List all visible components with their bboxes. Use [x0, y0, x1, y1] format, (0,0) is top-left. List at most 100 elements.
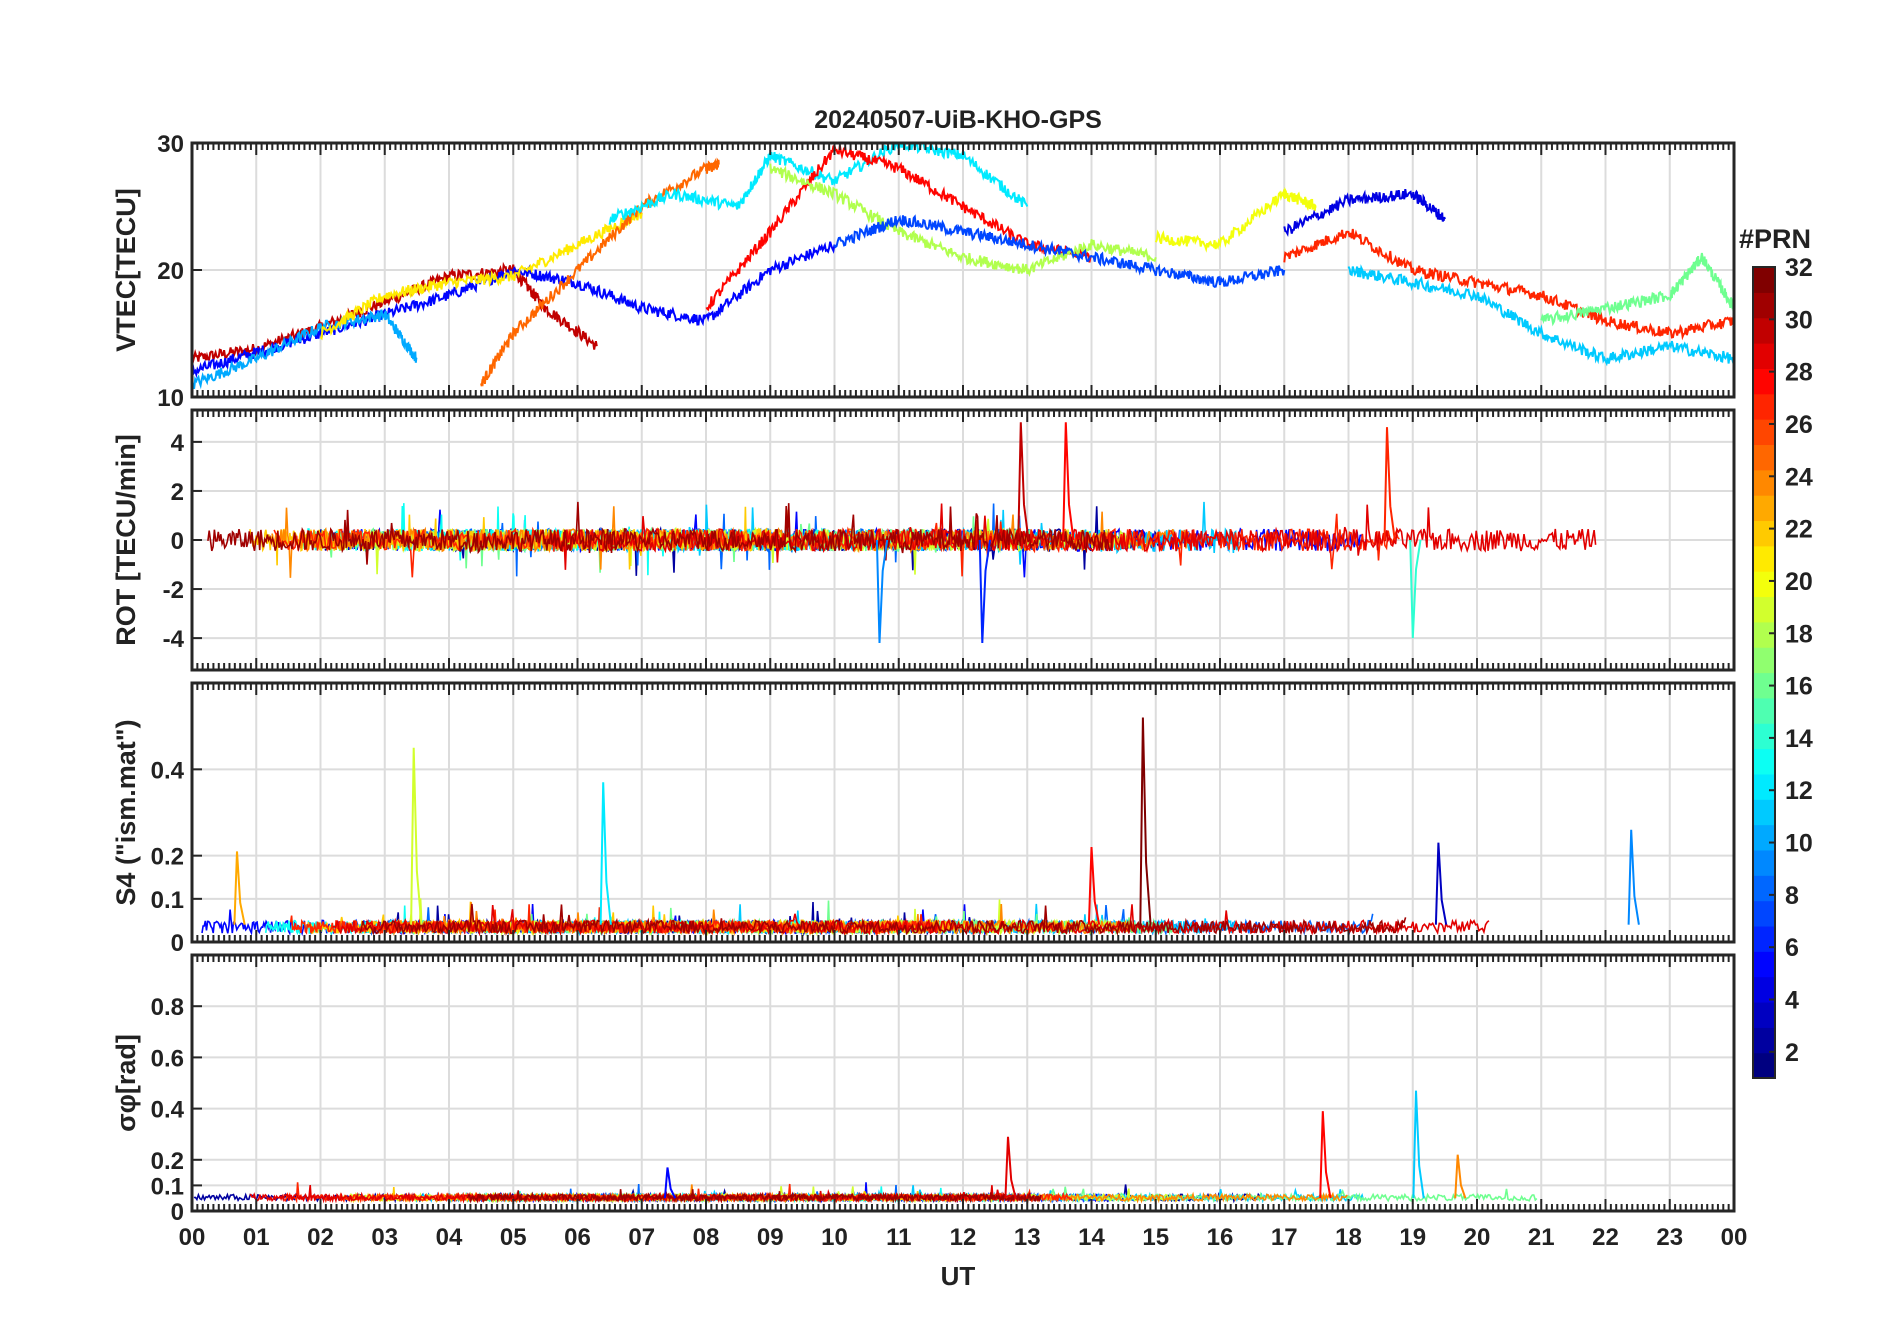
- colorbar-tick-label: 16: [1785, 673, 1813, 701]
- s4-trace-prn29: [332, 904, 1490, 937]
- vtec-y-axis-label: VTEC[TECU]: [111, 188, 141, 352]
- x-tick-labels: 00 01 02 03 04 05 06 07 08 09 10 11 12 13 14 15 16 17 18 19…: [179, 1224, 1748, 1251]
- x-tick-label: 13: [1014, 1224, 1041, 1251]
- colorbar-segment: [1753, 1027, 1775, 1054]
- colorbar-segment: [1753, 799, 1775, 826]
- colorbar-segment: [1753, 495, 1775, 522]
- colorbar-tick-label: 28: [1785, 359, 1813, 387]
- x-tick-label: 08: [693, 1224, 720, 1251]
- x-tick-label: 11: [886, 1224, 911, 1251]
- x-tick-label: 18: [1335, 1224, 1362, 1251]
- panel-rot: -4 -2 0 2 4 ROT [TECU/min]: [111, 408, 1736, 672]
- sigma_phi-y-tick-label: 0.4: [151, 1097, 185, 1124]
- rot-series: [207, 422, 1597, 644]
- colorbar-segment: [1753, 393, 1775, 420]
- x-tick-label: 12: [950, 1224, 977, 1251]
- colorbar-tick-label: 2: [1785, 1039, 1799, 1067]
- x-tick-label: 14: [1078, 1224, 1105, 1251]
- colorbar-segment: [1753, 520, 1775, 547]
- vtec-y-tick-label: 20: [157, 258, 184, 285]
- sigma_phi-y-tick-label: 0.1: [151, 1173, 184, 1200]
- x-tick-label: 15: [1142, 1224, 1169, 1251]
- colorbar-segment: [1753, 951, 1775, 978]
- colorbar-segment: [1753, 647, 1775, 674]
- colorbar-segment: [1753, 672, 1775, 699]
- x-axis-label: UT: [941, 1261, 976, 1291]
- figure-title: 20240507-UiB-KHO-GPS: [814, 106, 1102, 134]
- vtec-series: [192, 143, 1734, 390]
- s4-peak: [233, 851, 246, 925]
- panel-sigma_phi: 00.10.2 0.4 0.6 0.8 σφ[rad]: [111, 953, 1736, 1226]
- colorbar-tick-label: 8: [1785, 882, 1799, 910]
- sigma_phi-peak: [1412, 1090, 1425, 1199]
- rot-trace-prn31: [207, 501, 1115, 565]
- x-tick-label: 19: [1399, 1224, 1426, 1251]
- sigma_phi-peak: [663, 1167, 677, 1199]
- colorbar-tick-label: 12: [1785, 777, 1813, 805]
- colorbar-tick-label: 20: [1785, 568, 1813, 596]
- x-tick-label: 00: [179, 1224, 206, 1251]
- s4-trace-prn31: [359, 903, 1407, 936]
- colorbar-tick-label: 6: [1785, 934, 1799, 962]
- series-line-PRN27: [1283, 228, 1734, 341]
- sigma_phi-peak: [1454, 1154, 1467, 1199]
- s4-trace-prn27: [289, 904, 939, 936]
- s4-peak: [1087, 846, 1101, 925]
- series-line-PRN04: [1283, 188, 1446, 238]
- sigma_phi-y-tick-label: 0.2: [151, 1148, 184, 1175]
- colorbar-segment: [1753, 571, 1775, 598]
- sigma_phi-y-tick-label: 0.8: [151, 994, 184, 1021]
- sigma_phi-grid: [191, 955, 1735, 1212]
- colorbar-frame: [1752, 266, 1776, 1079]
- vtec-y-tick-label: 10: [157, 385, 184, 412]
- series-line-PRN07: [833, 214, 1286, 288]
- x-tick-label: 23: [1656, 1224, 1683, 1251]
- colorbar-tick-label: 26: [1785, 411, 1813, 439]
- x-tick-label: 01: [243, 1224, 270, 1251]
- rot-peak: [1409, 539, 1422, 639]
- s4-peak: [1434, 842, 1448, 925]
- series-line-PRN18: [769, 163, 1157, 278]
- series-line-PRN10: [192, 309, 418, 390]
- colorbar-segment: [1753, 596, 1775, 623]
- colorbar-segment: [1753, 419, 1775, 446]
- x-tick-label: 05: [500, 1224, 527, 1251]
- sigma_phi-series: [193, 1090, 1538, 1204]
- x-tick-label: 09: [757, 1224, 784, 1251]
- sigma_phi-y-tick-label: 0.6: [151, 1045, 184, 1072]
- colorbar-segment: [1753, 444, 1775, 471]
- rot-y-tick-label: 0: [171, 528, 184, 555]
- colorbar-tick-label: 18: [1785, 620, 1813, 648]
- panel-s4: 0 0.1 0.2 0.4 S4 ("ism.mat"): [111, 681, 1736, 957]
- colorbar-segment: [1753, 849, 1775, 876]
- colorbar-title: #PRN: [1739, 224, 1811, 254]
- series-line-PRN21: [319, 205, 643, 341]
- x-tick-label: 17: [1271, 1224, 1298, 1251]
- rot-x-ticks: [191, 410, 1735, 670]
- vtec-y-tick-label: 30: [157, 131, 184, 158]
- x-tick-label: 04: [436, 1224, 463, 1251]
- rot-peak: [1017, 422, 1030, 541]
- colorbar-segment: [1753, 368, 1775, 395]
- vtec-x-ticks: [191, 143, 1735, 397]
- vtec-grid: [191, 142, 1735, 398]
- rot-y-tick-label: -4: [163, 626, 185, 653]
- sigma_phi-peak: [1004, 1136, 1017, 1199]
- colorbar-tick-label: 10: [1785, 830, 1813, 858]
- colorbar-tick-label: 24: [1785, 463, 1813, 491]
- x-tick-label: 10: [821, 1224, 848, 1251]
- s4-y-tick-label: 0.1: [151, 887, 184, 914]
- s4-y-tick-label: 0.4: [151, 757, 185, 784]
- x-tick-label: 16: [1207, 1224, 1234, 1251]
- colorbar-segment: [1753, 697, 1775, 724]
- s4-peak: [599, 782, 612, 925]
- s4-grid: [191, 683, 1735, 943]
- colorbar-segment: [1753, 925, 1775, 952]
- rot-y-tick-label: 4: [171, 430, 185, 457]
- colorbar-segment: [1753, 875, 1775, 902]
- colorbar-segment: [1753, 343, 1775, 369]
- colorbar-segment: [1753, 773, 1775, 800]
- panel-vtec: 10 20 30 VTEC[TECU]: [111, 131, 1736, 412]
